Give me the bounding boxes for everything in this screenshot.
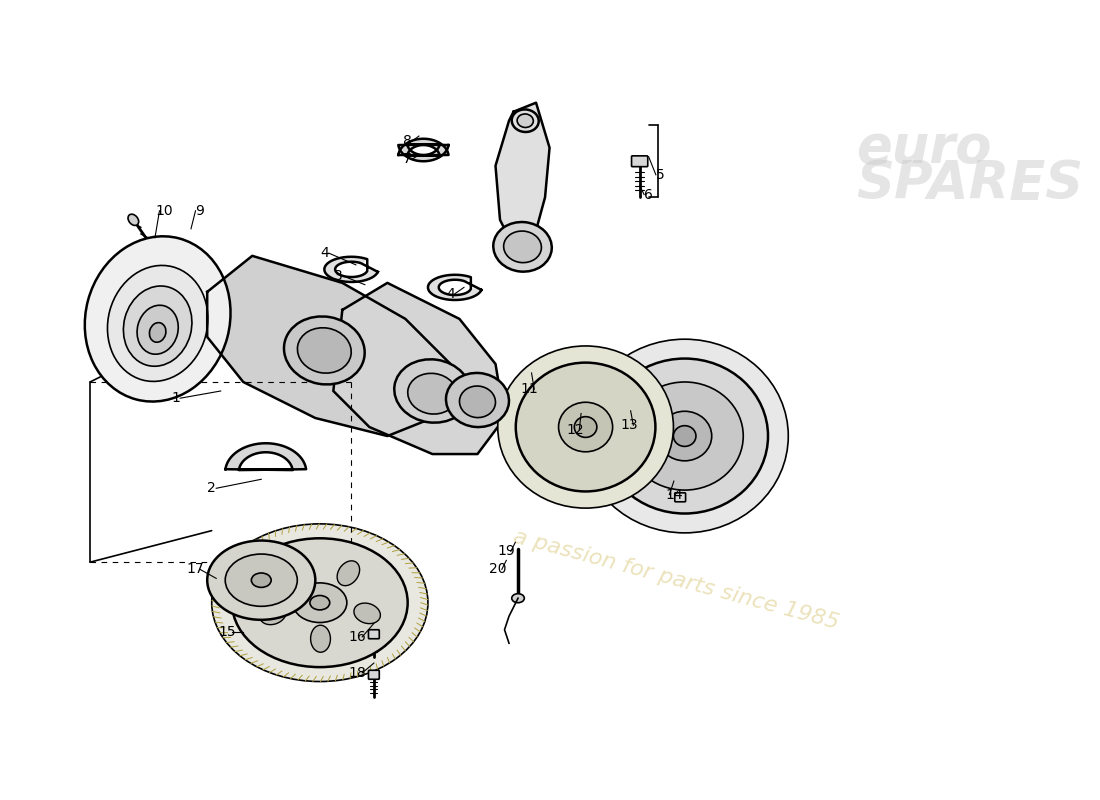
Text: 17: 17 [187, 562, 205, 576]
Ellipse shape [123, 286, 191, 366]
Circle shape [278, 583, 289, 594]
Ellipse shape [512, 110, 539, 132]
Ellipse shape [138, 306, 178, 354]
Ellipse shape [293, 583, 346, 622]
FancyBboxPatch shape [368, 670, 379, 679]
Ellipse shape [602, 358, 768, 514]
Ellipse shape [516, 362, 656, 491]
Ellipse shape [446, 373, 509, 427]
FancyBboxPatch shape [368, 630, 379, 638]
Polygon shape [333, 283, 505, 454]
Polygon shape [428, 274, 482, 300]
Polygon shape [226, 443, 306, 470]
Polygon shape [398, 138, 449, 155]
Text: 15: 15 [218, 626, 235, 639]
Ellipse shape [574, 417, 597, 438]
Circle shape [464, 409, 471, 416]
Ellipse shape [128, 214, 139, 226]
Text: 2: 2 [207, 482, 216, 495]
Circle shape [670, 470, 682, 483]
Circle shape [255, 557, 266, 567]
Ellipse shape [581, 339, 789, 533]
Ellipse shape [337, 561, 360, 586]
Circle shape [234, 584, 245, 595]
Ellipse shape [310, 595, 330, 610]
Ellipse shape [108, 266, 208, 382]
Circle shape [277, 566, 288, 576]
Circle shape [484, 409, 491, 416]
Polygon shape [495, 102, 550, 256]
Ellipse shape [260, 604, 286, 625]
Circle shape [653, 395, 667, 408]
Ellipse shape [252, 573, 272, 587]
Ellipse shape [493, 222, 552, 272]
Ellipse shape [284, 317, 365, 385]
Text: 6: 6 [645, 187, 653, 202]
Ellipse shape [517, 114, 534, 127]
Circle shape [635, 422, 647, 434]
Ellipse shape [460, 386, 495, 418]
Text: 8: 8 [403, 134, 411, 149]
Text: 1: 1 [172, 391, 180, 405]
Ellipse shape [297, 328, 351, 373]
Polygon shape [207, 256, 451, 436]
Text: 14: 14 [666, 487, 683, 502]
Text: 16: 16 [349, 630, 366, 644]
Circle shape [688, 389, 700, 402]
Ellipse shape [207, 541, 316, 620]
Ellipse shape [211, 524, 428, 682]
Ellipse shape [85, 236, 231, 402]
Circle shape [464, 388, 471, 395]
Text: 20: 20 [488, 562, 506, 576]
Circle shape [703, 464, 716, 477]
Ellipse shape [408, 374, 458, 414]
Text: 13: 13 [620, 418, 638, 432]
Ellipse shape [559, 402, 613, 452]
Ellipse shape [232, 538, 408, 667]
Circle shape [454, 398, 461, 406]
Text: a passion for parts since 1985: a passion for parts since 1985 [510, 527, 840, 634]
Circle shape [256, 593, 267, 604]
Text: euro: euro [856, 122, 991, 174]
Ellipse shape [150, 322, 166, 342]
Circle shape [233, 566, 244, 577]
Text: 19: 19 [497, 544, 515, 558]
Circle shape [723, 438, 735, 450]
Circle shape [494, 398, 501, 406]
Circle shape [716, 407, 728, 419]
Text: 4: 4 [447, 286, 454, 301]
Text: 4: 4 [320, 246, 329, 260]
Text: 7: 7 [403, 153, 411, 166]
Ellipse shape [226, 554, 297, 606]
Ellipse shape [658, 411, 712, 461]
Text: 5: 5 [656, 168, 664, 182]
Text: 10: 10 [155, 204, 173, 218]
Ellipse shape [512, 594, 525, 602]
Ellipse shape [626, 382, 744, 490]
Ellipse shape [498, 346, 673, 508]
Ellipse shape [278, 562, 301, 586]
Text: SPARES: SPARES [856, 158, 1084, 210]
Text: 18: 18 [349, 666, 366, 680]
Text: 9: 9 [196, 204, 205, 218]
Text: 12: 12 [566, 422, 584, 437]
Ellipse shape [310, 626, 330, 652]
Circle shape [484, 388, 491, 395]
Ellipse shape [673, 426, 696, 446]
FancyBboxPatch shape [674, 493, 685, 502]
Ellipse shape [504, 231, 541, 262]
Ellipse shape [354, 603, 381, 624]
Text: 11: 11 [521, 382, 539, 396]
Polygon shape [398, 145, 449, 162]
Ellipse shape [394, 359, 471, 422]
Text: 3: 3 [333, 269, 342, 282]
Circle shape [641, 453, 653, 466]
FancyBboxPatch shape [631, 156, 648, 166]
Polygon shape [324, 257, 377, 282]
